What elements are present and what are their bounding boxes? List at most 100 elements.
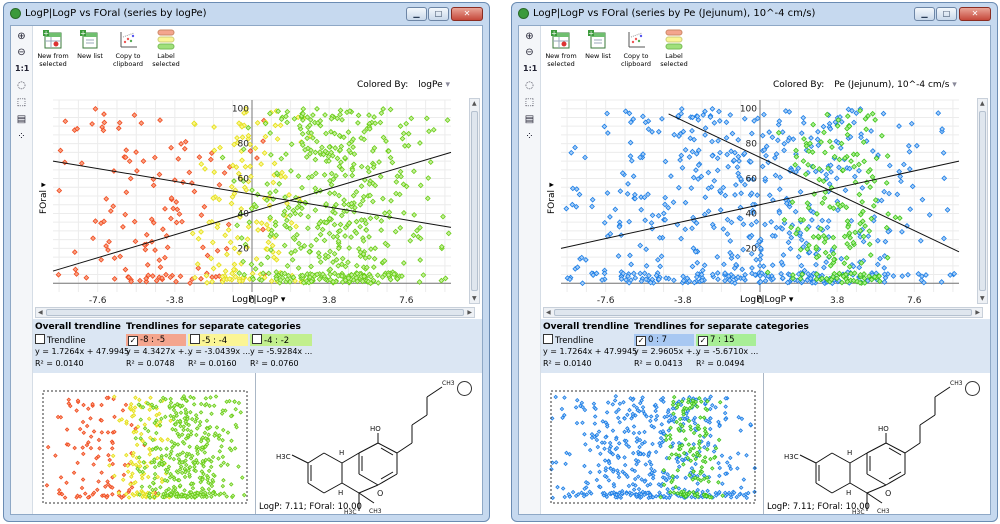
new-list-button[interactable]: + New list: [76, 29, 104, 60]
y-axis-label[interactable]: FOral ▾: [39, 182, 49, 214]
maximize-button[interactable]: □: [936, 7, 957, 21]
category-checkbox-3[interactable]: -4 : -2: [250, 334, 312, 346]
data-point: [336, 132, 343, 139]
copy-to-clipboard-button[interactable]: Copy to clipboard: [111, 29, 145, 68]
data-point: [212, 274, 219, 280]
data-point: [316, 276, 323, 283]
close-button[interactable]: ✕: [451, 7, 483, 21]
zoom-in-icon[interactable]: ⊕: [17, 31, 26, 42]
data-point: [325, 153, 332, 160]
horizontal-scrollbar[interactable]: ◀ ▶: [35, 307, 475, 318]
new-from-selected-button[interactable]: + New from selected: [35, 29, 71, 68]
data-point: [650, 494, 656, 500]
scatter-select-icon[interactable]: ⁘: [17, 131, 26, 142]
data-point: [815, 142, 822, 149]
data-point: [849, 107, 855, 114]
horizontal-scrollbar[interactable]: ◀ ▶: [543, 307, 983, 318]
data-point: [624, 438, 629, 444]
x-axis-label[interactable]: LogP|LogP ▾: [232, 295, 286, 305]
data-point: [167, 455, 173, 460]
colored-by-selector[interactable]: Colored By: Pe (Jejunum), 10^-4 cm/s ▾: [773, 80, 957, 90]
x-tick-label: 0: [249, 296, 255, 306]
vertical-scrollbar[interactable]: ▲ ▼: [469, 98, 480, 304]
scatter-plot[interactable]: -7.6 -3.8 0 3.8 7.6 20 40 60 80 100 FOral ▾ LogP|…: [541, 96, 975, 306]
overall-trendline-checkbox[interactable]: Trendline: [543, 334, 594, 346]
bond-line: [341, 452, 360, 464]
scroll-up-icon[interactable]: ▲: [980, 100, 985, 107]
scroll-down-icon[interactable]: ▼: [980, 295, 985, 302]
close-button[interactable]: ✕: [959, 7, 991, 21]
scroll-up-icon[interactable]: ▲: [472, 100, 477, 107]
rectangle-select-icon[interactable]: ⬚: [16, 97, 27, 108]
overview-minimap[interactable]: [33, 373, 256, 515]
data-point: [851, 163, 857, 170]
category-checkbox-1[interactable]: ✓ 0 : 7: [634, 334, 694, 346]
data-point: [570, 489, 576, 495]
data-point: [335, 272, 342, 279]
label-icon[interactable]: ▤: [524, 114, 535, 125]
data-point: [348, 234, 354, 240]
data-point: [648, 414, 654, 419]
data-point: [798, 237, 805, 243]
scroll-right-icon[interactable]: ▶: [467, 309, 472, 316]
scrollbar-thumb[interactable]: [471, 111, 478, 291]
scrollbar-thumb[interactable]: [979, 111, 986, 291]
new-list-button[interactable]: + New list: [584, 29, 612, 60]
lasso-icon[interactable]: ◌: [525, 80, 534, 91]
scroll-down-icon[interactable]: ▼: [472, 295, 477, 302]
label-selected-button[interactable]: Label selected: [151, 29, 181, 68]
scatter-plot[interactable]: -7.6 -3.8 0 3.8 7.6 20 40 60 80 100 FOral ▾ LogP|…: [33, 96, 467, 306]
scroll-right-icon[interactable]: ▶: [975, 309, 980, 316]
scrollbar-thumb[interactable]: [554, 309, 972, 316]
circle-icon[interactable]: [457, 381, 472, 396]
data-point: [820, 232, 827, 239]
rectangle-select-icon[interactable]: ⬚: [524, 97, 535, 108]
vertical-scrollbar[interactable]: ▲ ▼: [977, 98, 988, 304]
category-checkbox-2[interactable]: -5 : -4: [188, 334, 248, 346]
data-point: [691, 441, 696, 447]
data-point: [578, 403, 583, 409]
zoom-out-icon[interactable]: ⊖: [525, 47, 534, 58]
lasso-icon[interactable]: ◌: [17, 80, 26, 91]
data-point: [714, 254, 721, 260]
title-bar[interactable]: LogP|LogP vs FOral (series by Pe (Jejunu…: [512, 3, 997, 25]
copy-to-clipboard-button[interactable]: Copy to clipboard: [619, 29, 653, 68]
svg-text:+: +: [588, 29, 594, 37]
overview-minimap[interactable]: [541, 373, 764, 515]
label-icon[interactable]: ▤: [16, 114, 27, 125]
minimap-svg[interactable]: [541, 373, 763, 515]
new-from-selected-button[interactable]: + New from selected: [543, 29, 579, 68]
colored-by-selector[interactable]: Colored By: logPe ▾: [357, 80, 450, 90]
data-point: [693, 274, 700, 280]
title-bar[interactable]: LogP|LogP vs FOral (series by logPe) ▁ □…: [4, 3, 489, 25]
overall-trendline-checkbox[interactable]: Trendline: [35, 334, 86, 346]
label-selected-button[interactable]: Label selected: [659, 29, 689, 68]
scroll-left-icon[interactable]: ◀: [38, 309, 43, 316]
actual-size-icon[interactable]: 1:1: [523, 64, 538, 73]
category-checkbox-2[interactable]: ✓ 7 : 15: [696, 334, 756, 346]
scrollbar-thumb[interactable]: [46, 309, 464, 316]
category-checkbox-1[interactable]: ✓ -8 : -5: [126, 334, 186, 346]
maximize-button[interactable]: □: [428, 7, 449, 21]
data-point: [209, 411, 214, 417]
data-point: [591, 401, 597, 407]
zoom-in-icon[interactable]: ⊕: [525, 31, 534, 42]
zoom-out-icon[interactable]: ⊖: [17, 47, 26, 58]
minimap-svg[interactable]: [33, 373, 255, 515]
y-axis-label[interactable]: FOral ▾: [547, 182, 557, 214]
circle-icon[interactable]: [965, 381, 980, 396]
toolbar: + New from selected + New list Copy to c…: [541, 26, 990, 76]
data-point: [576, 191, 583, 198]
actual-size-icon[interactable]: 1:1: [15, 64, 30, 73]
minimize-button[interactable]: ▁: [406, 7, 427, 21]
x-axis-label[interactable]: LogP|LogP ▾: [740, 295, 794, 305]
scroll-left-icon[interactable]: ◀: [546, 309, 551, 316]
minimize-button[interactable]: ▁: [914, 7, 935, 21]
data-point: [751, 117, 758, 124]
scatter-select-icon[interactable]: ⁘: [525, 131, 534, 142]
bond-line: [358, 484, 379, 494]
atom-label: H3C: [784, 453, 799, 461]
